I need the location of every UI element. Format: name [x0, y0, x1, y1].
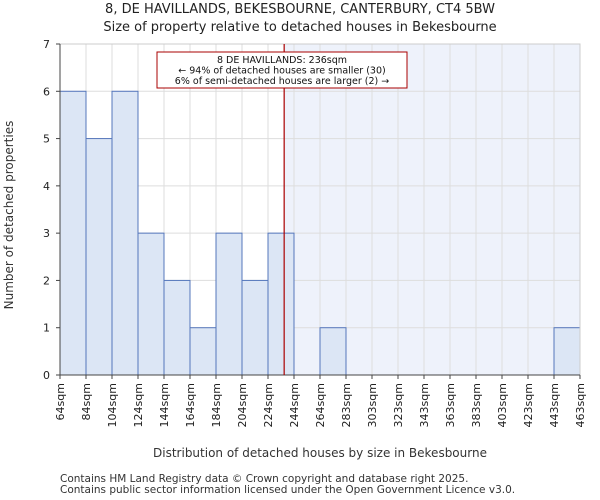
x-tick-label: 383sqm: [470, 383, 483, 427]
x-tick-label: 184sqm: [210, 383, 223, 427]
histogram-bar: [319, 327, 347, 376]
annotation-text: 8 DE HAVILLANDS: 236sqm: [217, 55, 347, 66]
footer-copyright: Contains HM Land Registry data © Crown c…: [60, 473, 469, 485]
y-axis-label: Number of detached properties: [2, 121, 16, 310]
x-tick-label: 84sqm: [80, 383, 93, 420]
x-tick-label: 124sqm: [132, 383, 145, 427]
x-tick-label: 244sqm: [288, 383, 301, 427]
histogram-bar: [189, 327, 217, 376]
y-tick-label: 7: [43, 38, 50, 51]
histogram-bar: [85, 138, 113, 376]
annotation-text: ← 94% of detached houses are smaller (30…: [178, 66, 385, 77]
x-tick-label: 403sqm: [496, 383, 509, 427]
histogram-bar: [111, 90, 139, 376]
y-tick-label: 0: [43, 369, 50, 382]
x-axis-label: Distribution of detached houses by size …: [153, 446, 487, 460]
histogram-bar: [553, 327, 581, 376]
x-tick-label: 224sqm: [262, 383, 275, 427]
x-tick-label: 363sqm: [444, 383, 457, 427]
histogram-bar: [137, 232, 165, 376]
x-tick-label: 204sqm: [236, 383, 249, 427]
x-tick-label: 303sqm: [366, 383, 379, 427]
histogram-bar: [215, 232, 243, 376]
x-tick-label: 144sqm: [158, 383, 171, 427]
y-tick-label: 3: [43, 227, 50, 240]
y-tick-label: 5: [43, 133, 50, 146]
larger-region-shade: [284, 44, 580, 375]
y-tick-label: 2: [43, 274, 50, 287]
x-tick-label: 463sqm: [574, 383, 587, 427]
y-tick-label: 6: [43, 85, 50, 98]
histogram-bar: [241, 279, 269, 376]
x-tick-label: 323sqm: [392, 383, 405, 427]
annotation-box: [156, 51, 408, 89]
x-tick-label: 283sqm: [340, 383, 353, 427]
annotation-text: 6% of semi-detached houses are larger (2…: [175, 76, 389, 87]
histogram-bar: [267, 232, 295, 376]
x-tick-label: 343sqm: [418, 383, 431, 427]
y-tick-label: 4: [43, 180, 50, 193]
footer-licence: Contains public sector information licen…: [60, 484, 516, 496]
x-tick-label: 423sqm: [522, 383, 535, 427]
histogram-bar: [59, 90, 87, 376]
x-tick-label: 64sqm: [54, 383, 67, 420]
chart-title: 8, DE HAVILLANDS, BEKESBOURNE, CANTERBUR…: [105, 2, 495, 17]
y-tick-label: 1: [43, 322, 50, 335]
x-tick-label: 264sqm: [314, 383, 327, 427]
x-tick-label: 443sqm: [548, 383, 561, 427]
chart-subtitle: Size of property relative to detached ho…: [103, 20, 497, 35]
x-tick-label: 164sqm: [184, 383, 197, 427]
histogram-bar: [163, 279, 191, 376]
x-tick-label: 104sqm: [106, 383, 119, 427]
